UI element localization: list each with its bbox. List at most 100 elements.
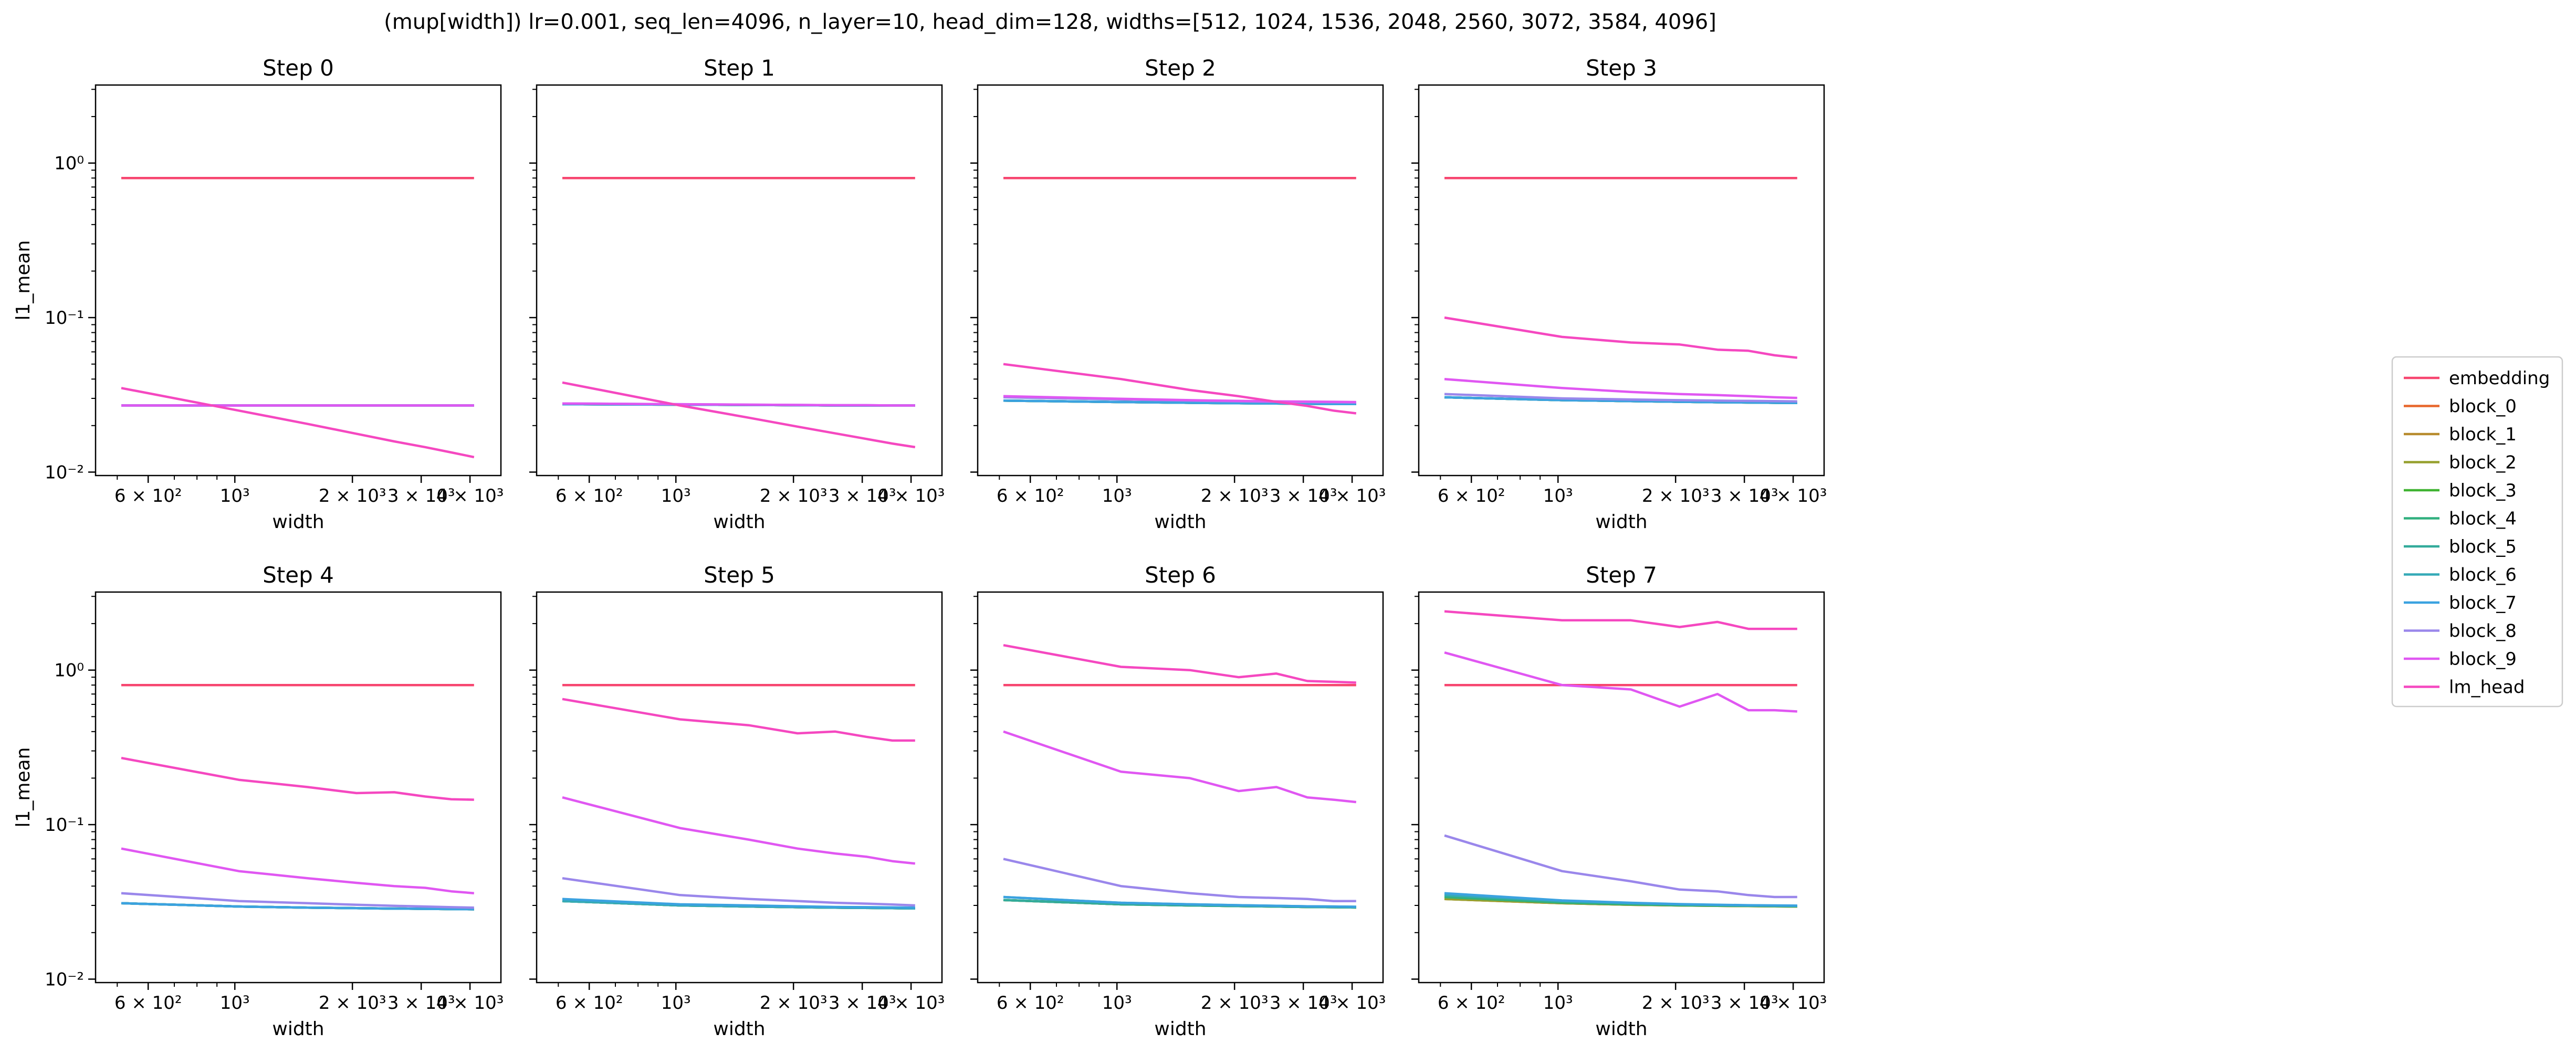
x-tick-label: 2 × 10³ (760, 486, 828, 507)
series-line-block-9 (562, 402, 915, 407)
legend-item-block-4: block_4 (2404, 509, 2517, 530)
axes-frame (1418, 591, 1825, 984)
series-line-block-7 (562, 898, 915, 909)
x-axis-label: width (272, 1018, 324, 1040)
x-axis-label: width (1154, 511, 1206, 533)
x-axis-label: width (713, 511, 765, 533)
x-tick-label: 4 × 10³ (1760, 486, 1827, 507)
legend-label: block_9 (2449, 649, 2517, 670)
legend-item-block-3: block_3 (2404, 480, 2517, 501)
x-tick-label: 3 × 10³ (388, 486, 455, 507)
x-tick-label: 10³ (1102, 486, 1132, 507)
series-line-block-8 (562, 877, 915, 907)
y-axis-label: l1_mean (13, 240, 34, 321)
x-tick-label: 2 × 10³ (1642, 993, 1710, 1014)
y-tick-label: 10⁻² (45, 462, 84, 483)
x-tick-label: 10³ (220, 993, 250, 1014)
y-axis-label: l1_mean (13, 747, 34, 828)
series-line-block-9 (1444, 651, 1797, 713)
legend-label: block_3 (2449, 480, 2517, 501)
subplot-title: Step 6 (1145, 562, 1216, 588)
legend-item-lm-head: lm_head (2404, 677, 2525, 698)
x-tick-label: 6 × 10² (997, 486, 1064, 507)
legend-label: block_1 (2449, 424, 2517, 445)
subplot-title: Step 4 (263, 562, 334, 588)
series-line-lm-head (1444, 610, 1797, 630)
subplot-title: Step 7 (1586, 562, 1657, 588)
x-tick-label: 2 × 10³ (319, 993, 386, 1014)
x-tick-label: 2 × 10³ (1201, 486, 1269, 507)
series-line-lm-head (562, 698, 915, 742)
legend-label: block_4 (2449, 509, 2517, 530)
legend-label: block_0 (2449, 396, 2517, 417)
x-axis-label: width (1154, 1018, 1206, 1040)
x-axis-label: width (1595, 511, 1647, 533)
x-tick-label: 4 × 10³ (436, 993, 504, 1014)
x-tick-label: 6 × 10² (114, 486, 182, 507)
legend-label: block_7 (2449, 593, 2517, 614)
legend-item-block-7: block_7 (2404, 593, 2517, 614)
legend-label: block_8 (2449, 621, 2517, 642)
series-line-lm-head (1003, 643, 1356, 684)
legend-item-block-0: block_0 (2404, 396, 2517, 417)
subplot-title: Step 0 (263, 55, 334, 81)
legend-item-block-5: block_5 (2404, 536, 2517, 557)
series-line-block-7 (1444, 892, 1797, 907)
series-line-block-9 (1444, 377, 1797, 399)
series-line-block-8 (1444, 834, 1797, 899)
x-tick-label: 6 × 10² (114, 993, 182, 1014)
axes-frame (536, 84, 943, 477)
x-tick-label: 4 × 10³ (877, 486, 945, 507)
figure-title: (mup[width]) lr=0.001, seq_len=4096, n_l… (384, 10, 1716, 34)
series-line-block-7 (121, 902, 474, 911)
series-line-lm-head (121, 387, 475, 459)
x-tick-label: 10³ (1543, 486, 1573, 507)
subplot-title: Step 2 (1145, 55, 1216, 81)
axes-frame (95, 591, 502, 984)
legend-item-embedding: embedding (2404, 368, 2550, 389)
x-tick-label: 10³ (661, 993, 691, 1014)
series-line-block-8 (1444, 393, 1797, 403)
x-tick-label: 6 × 10² (1438, 486, 1505, 507)
series-line-lm-head (1444, 316, 1798, 359)
x-tick-label: 6 × 10² (997, 993, 1064, 1014)
y-tick-label: 10⁰ (54, 153, 84, 174)
x-tick-label: 2 × 10³ (1642, 486, 1710, 507)
legend-label: embedding (2449, 368, 2550, 389)
series-line-block-7 (1444, 396, 1797, 405)
axes-frame (977, 84, 1384, 477)
legend-label: block_5 (2449, 536, 2517, 557)
legend-item-block-2: block_2 (2404, 452, 2517, 473)
x-tick-label: 10³ (1543, 993, 1573, 1014)
series-line-block-8 (121, 892, 474, 909)
series-line-block-9 (562, 796, 916, 865)
series-line-lm-head (562, 381, 916, 449)
legend-item-block-9: block_9 (2404, 649, 2517, 670)
series-line-block-8 (1003, 858, 1356, 902)
y-tick-label: 10⁻² (45, 969, 84, 990)
series-line-lm-head (1003, 363, 1357, 415)
x-axis-label: width (272, 511, 324, 533)
x-tick-label: 6 × 10² (556, 993, 623, 1014)
x-tick-label: 3 × 10³ (1711, 993, 1778, 1014)
series-line-lm-head (121, 756, 474, 801)
legend-item-block-1: block_1 (2404, 424, 2517, 445)
y-tick-label: 10⁻¹ (45, 308, 84, 329)
axes-frame (95, 84, 502, 477)
legend-item-block-6: block_6 (2404, 565, 2517, 586)
x-tick-label: 3 × 10³ (1270, 486, 1337, 507)
x-tick-label: 2 × 10³ (319, 486, 386, 507)
axes-frame (1418, 84, 1825, 477)
x-tick-label: 2 × 10³ (760, 993, 828, 1014)
x-tick-label: 10³ (1102, 993, 1132, 1014)
x-tick-label: 3 × 10³ (1711, 486, 1778, 507)
x-tick-label: 2 × 10³ (1201, 993, 1269, 1014)
x-tick-label: 3 × 10³ (829, 993, 896, 1014)
